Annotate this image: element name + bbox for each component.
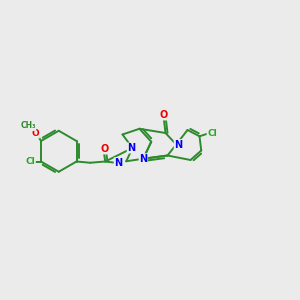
Text: N: N [174,140,182,149]
Text: N: N [127,143,135,153]
Text: N: N [139,154,147,164]
Text: O: O [101,144,109,154]
Text: CH₃: CH₃ [20,122,36,130]
Text: Cl: Cl [207,129,217,138]
Text: O: O [32,129,39,138]
Text: O: O [160,110,168,120]
Text: Cl: Cl [26,157,35,166]
Text: N: N [114,158,122,168]
